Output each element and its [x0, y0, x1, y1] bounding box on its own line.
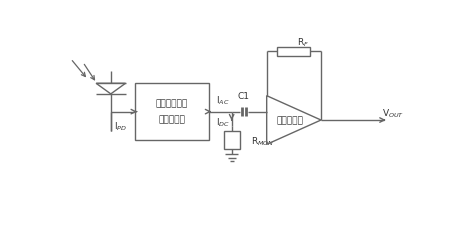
- Text: 及检测模块: 及检测模块: [158, 115, 185, 124]
- Text: I$_{AC}$: I$_{AC}$: [216, 94, 229, 107]
- Text: I$_{PD}$: I$_{PD}$: [114, 120, 127, 132]
- Text: C1: C1: [237, 92, 249, 101]
- Text: V$_{OUT}$: V$_{OUT}$: [382, 107, 404, 120]
- Bar: [276, 48, 310, 57]
- Text: 跨阻放大器: 跨阻放大器: [276, 116, 302, 125]
- Text: I$_{DC}$: I$_{DC}$: [216, 117, 230, 129]
- Text: R$_F$: R$_F$: [297, 36, 309, 49]
- Bar: [135, 84, 208, 140]
- Bar: [223, 131, 239, 149]
- Text: 信号强度取样: 信号强度取样: [156, 99, 188, 108]
- Text: R$_{MON}$: R$_{MON}$: [250, 135, 274, 147]
